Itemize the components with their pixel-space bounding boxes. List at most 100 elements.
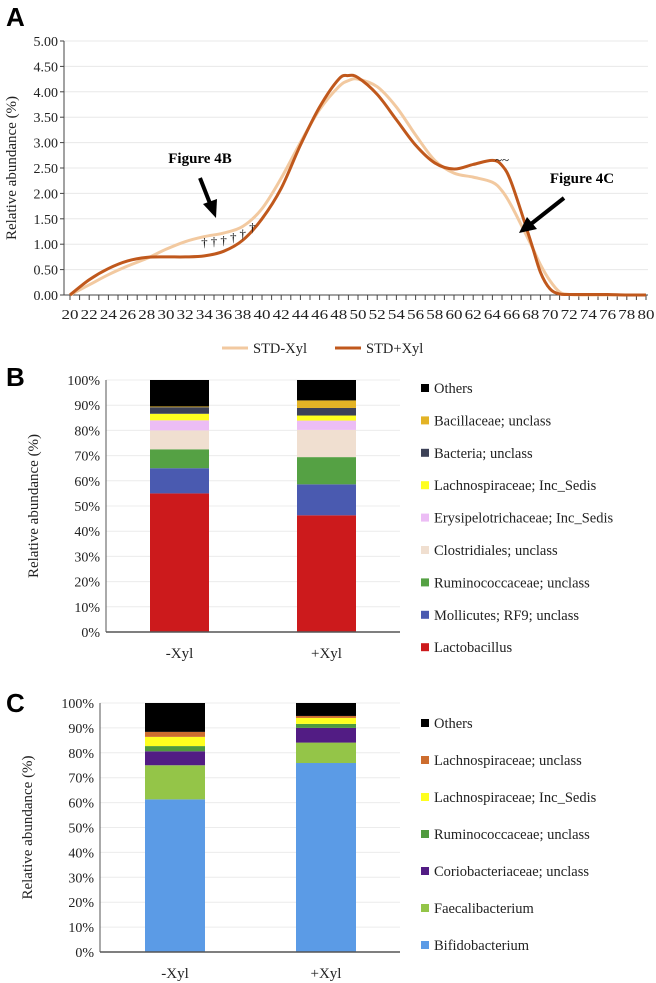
bar-segment-erysipelotrichaceae-inc-sedis [297,420,356,430]
y-tick-label: 5.00 [34,35,59,50]
bar-segment-erysipelotrichaceae-inc-sedis [150,420,209,431]
x-tick-label: 60 [446,308,463,323]
arrow-4b [198,177,213,207]
x-tick-label: 70 [542,308,559,323]
dagger-marker: † [211,234,218,249]
y-tick-label: 2.50 [34,162,59,177]
x-tick-label: 64 [484,308,501,323]
bar-segment-lachnospiraceae-inc-sedis [297,415,356,421]
bar-segment-others [297,380,356,401]
y-tick-label: 40% [74,525,100,540]
y-tick-label: 70% [74,450,100,465]
y-tick-label: 4.50 [34,60,59,75]
legend-swatch [421,719,429,727]
x-tick-label: 68 [522,308,539,323]
dagger-marker: † [230,230,237,245]
bar-segment-others [150,380,209,407]
x-tick-label: 38 [234,308,251,323]
arrow-head-4b [203,199,217,218]
arrow-4c [529,196,566,226]
y-tick-label: 3.00 [34,137,59,152]
y-tick-label: 80% [74,424,100,439]
y-tick-label: 1.50 [34,213,59,228]
bar-segment-lactobacillus [297,515,356,632]
bar-segment-lactobacillus [150,493,209,632]
y-tick-label: 0% [75,946,94,961]
legend-label: Coriobacteriaceae; unclass [434,864,589,880]
legend-swatch [421,643,429,652]
x-tick-label: 20 [62,308,79,323]
x-tick-label: 30 [158,308,175,323]
y-tick-label: 50% [74,500,100,515]
y-axis-label: Relative abundance (%) [20,755,36,899]
x-tick-label: 80 [638,308,655,323]
panel-label-a: A [6,2,25,32]
y-tick-label: 10% [74,601,100,616]
y-tick-label: 30% [68,871,94,886]
y-tick-label: 40% [68,846,94,861]
legend-label: Lachnospiraceae; unclass [434,753,582,769]
y-tick-label: 0.50 [34,264,59,279]
x-tick-label: 72 [561,308,578,323]
bar-segment-bacillaceae-unclass [297,400,356,408]
x-tick-label: 52 [369,308,386,323]
panel-label-c: C [6,688,25,718]
legend-label: Bacillaceae; unclass [434,413,552,429]
y-tick-label: 30% [74,550,100,565]
bar-segment-lachnospiraceae-unclass [145,731,205,737]
legend-swatch [421,546,429,554]
legend-label: Ruminococcaceae; unclass [434,827,590,843]
x-tick-label: 40 [254,308,271,323]
bar-segment-ruminococcaceae-unclass [297,457,356,485]
category-label: +Xyl [311,646,342,662]
legend-label: Erysipelotrichaceae; Inc_Sedis [434,511,614,527]
y-tick-label: 50% [68,822,94,837]
x-tick-label: 56 [407,308,424,323]
bar-segment-ruminococcaceae-unclass [296,723,356,728]
x-tick-label: 66 [503,308,520,323]
bar-segment-ruminococcaceae-unclass [145,746,205,752]
legend-swatch [421,610,429,619]
stacked-bar-chart-panel-c: 0% 10% 20% 30% 40% 50% 60% 70% 80% 90% 100% Relativ… [20,697,597,982]
x-tick-label: 28 [138,308,155,323]
y-tick-label: 100% [67,374,100,389]
x-tick-label: 62 [465,308,482,323]
bar-segment-bifidobacterium [145,799,205,952]
legend-swatch [421,904,429,912]
bar-segment-mollicutes-rf-unclass [150,468,209,494]
bar-segment-others [145,703,205,732]
legend-label: Lachnospiraceae; Inc_Sedis [434,478,597,494]
bar-segment-lachnospiraceae-inc-sedis [145,736,205,747]
legend-swatch [421,578,429,587]
y-tick-label: 3.50 [34,111,59,126]
x-tick-label: 44 [292,308,309,323]
y-tick-label: 0% [81,626,100,641]
bar-segment-bifidobacterium [296,763,356,952]
y-tick-label: 0.00 [34,289,59,304]
bar-segment-bacteria-unclass [297,407,356,416]
y-tick-label: 90% [74,399,100,414]
dagger-marker: ~~ [495,152,509,167]
y-tick-label: 1.00 [34,238,59,253]
category-label: +Xyl [311,966,342,982]
bar-segment-lachnospiraceae-inc-sedis [150,413,209,421]
bar-segment-faecalibacterium [145,765,205,800]
y-tick-label: 10% [68,921,94,936]
bar-segment-mollicutes-rf-unclass [297,484,356,516]
x-tick-label: 78 [618,308,635,323]
x-tick-label: 22 [81,308,98,323]
y-tick-label: 90% [68,722,94,737]
y-tick-label: 2.00 [34,187,59,202]
y-tick-label: 20% [74,576,100,591]
line-chart-panel-a: 0.00 0.50 1.00 1.50 2.00 2.50 3.00 3.50 4.00 4.50… [4,35,655,357]
x-tick-label: 58 [426,308,443,323]
dagger-marker: † [201,235,208,250]
y-tick-label: 4.00 [34,86,59,101]
x-tick-label: 74 [580,308,597,323]
x-tick-label: 76 [599,308,616,323]
annotation-figure-4c: Figure 4C [550,171,614,187]
x-tick-label: 54 [388,308,405,323]
panel-label-b: B [6,362,25,392]
legend-swatch [421,793,429,801]
